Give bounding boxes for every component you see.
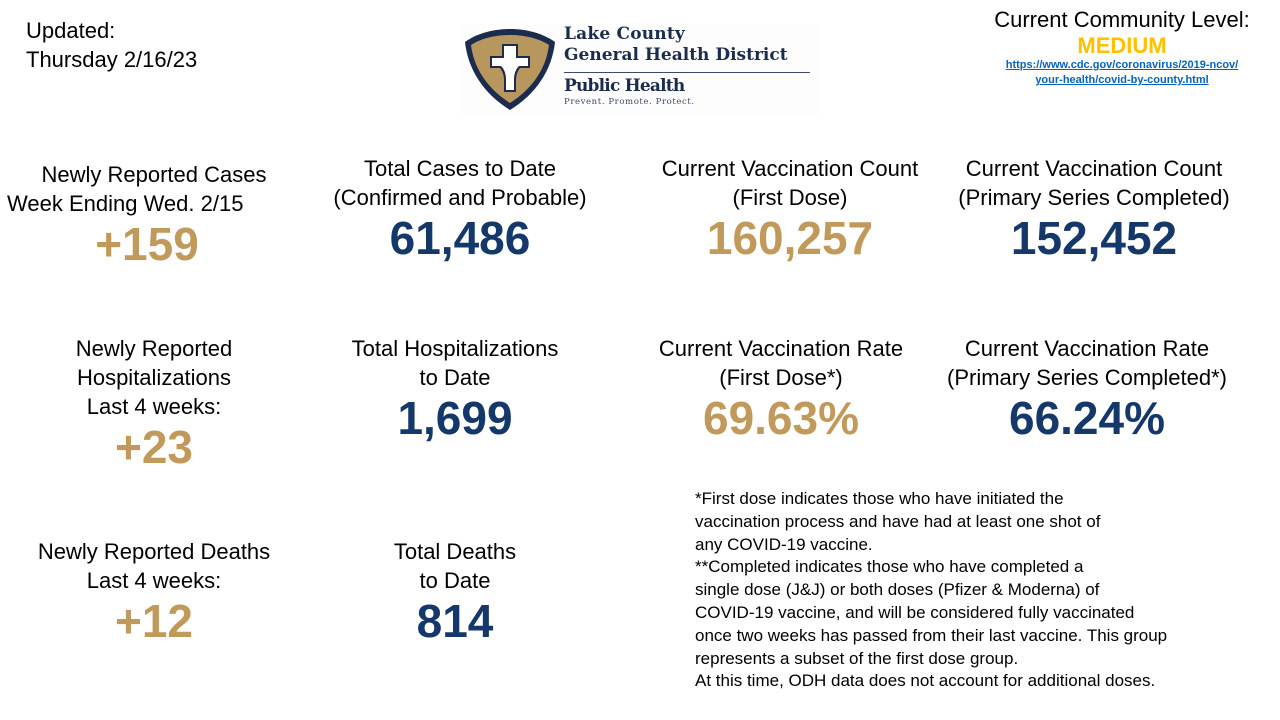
- cdc-link-line-1[interactable]: https://www.cdc.gov/coronavirus/2019-nco…: [1005, 59, 1239, 71]
- stat-label: (Confirmed and Probable): [333, 185, 587, 210]
- footnote-line: vaccination process and have had at leas…: [695, 511, 1101, 531]
- logo-line-3: Public Health: [564, 76, 685, 96]
- stat-vacc-rate-first: Current Vaccination Rate (First Dose*) 6…: [631, 334, 931, 444]
- stat-label: (Primary Series Completed*): [947, 365, 1227, 390]
- stat-label: to Date: [419, 365, 491, 390]
- footnote-line: COVID-19 vaccine, and will be considered…: [695, 602, 1135, 622]
- footnote-line: At this time, ODH data does not account …: [695, 671, 1156, 691]
- stat-value: 69.63%: [702, 392, 859, 444]
- stat-value: +159: [95, 218, 199, 270]
- stat-label: Hospitalizations: [76, 365, 232, 390]
- stat-vacc-count-primary: Current Vaccination Count (Primary Serie…: [944, 154, 1244, 264]
- stat-label: Last 4 weeks:: [86, 568, 222, 593]
- stat-label: Newly Reported Cases: [41, 162, 267, 187]
- stat-label: Total Deaths: [393, 539, 517, 564]
- stat-value: 152,452: [1010, 212, 1178, 264]
- stat-new-cases: Newly Reported Cases Week Ending Wed. 2/…: [0, 160, 300, 270]
- stat-label: Current Vaccination Count: [965, 156, 1223, 181]
- stat-total-deaths: Total Deaths to Date 814: [305, 537, 605, 647]
- stat-value: 814: [416, 595, 494, 647]
- stat-label: (First Dose*): [719, 365, 843, 390]
- stat-value: +12: [114, 595, 194, 647]
- stat-vacc-rate-primary: Current Vaccination Rate (Primary Series…: [937, 334, 1237, 444]
- stat-label: Last 4 weeks:: [86, 394, 222, 419]
- stat-value: 61,486: [389, 212, 531, 264]
- health-district-logo: Lake County General Health District Publ…: [460, 24, 820, 114]
- stat-label: Newly Reported: [75, 336, 233, 361]
- logo-divider: [564, 72, 810, 73]
- stat-label: Current Vaccination Rate: [658, 336, 904, 361]
- community-level-value: MEDIUM: [1077, 33, 1167, 58]
- stat-label: Total Cases to Date: [364, 156, 556, 181]
- stat-total-cases: Total Cases to Date (Confirmed and Proba…: [310, 154, 610, 264]
- stat-value: 160,257: [706, 212, 874, 264]
- stat-label: Total Hospitalizations: [351, 336, 559, 361]
- cdc-link-line-2[interactable]: your-health/covid-by-county.html: [1035, 74, 1209, 86]
- stat-label: (First Dose): [732, 185, 848, 210]
- stat-value: 66.24%: [1008, 392, 1165, 444]
- footnote-line: **Completed indicates those who have com…: [695, 557, 1084, 577]
- stat-value: 1,699: [397, 392, 513, 444]
- stat-new-hospitalizations: Newly Reported Hospitalizations Last 4 w…: [4, 334, 304, 473]
- stat-new-deaths: Newly Reported Deaths Last 4 weeks: +12: [4, 537, 304, 647]
- cdc-link-cont[interactable]: your-health/covid-by-county.html: [972, 73, 1272, 88]
- stat-label: Current Vaccination Rate: [964, 336, 1210, 361]
- logo-tagline: Prevent. Promote. Protect.: [564, 97, 695, 107]
- footnotes: *First dose indicates those who have ini…: [695, 488, 1255, 693]
- logo-line-2: General Health District: [564, 45, 788, 65]
- footnote-line: once two weeks has passed from their las…: [695, 625, 1168, 645]
- stat-vacc-count-first: Current Vaccination Count (First Dose) 1…: [640, 154, 940, 264]
- stat-label: Newly Reported Deaths: [37, 539, 271, 564]
- cdc-link[interactable]: https://www.cdc.gov/coronavirus/2019-nco…: [972, 58, 1272, 73]
- shield-cross-icon: [465, 29, 555, 110]
- stat-label: Week Ending Wed. 2/15: [7, 191, 244, 216]
- footnote-line: represents a subset of the first dose gr…: [695, 648, 1019, 668]
- stat-label: to Date: [419, 568, 491, 593]
- community-level-label: Current Community Level:: [994, 7, 1250, 32]
- stat-value: +23: [114, 421, 194, 473]
- stat-total-hospitalizations: Total Hospitalizations to Date 1,699: [305, 334, 605, 444]
- footnote-line: any COVID-19 vaccine.: [695, 534, 873, 554]
- updated-label: Updated:: [26, 18, 116, 43]
- community-level-block: Current Community Level: MEDIUM https://…: [972, 6, 1272, 88]
- footnote-line: single dose (J&J) or both doses (Pfizer …: [695, 580, 1100, 600]
- stat-label: Current Vaccination Count: [661, 156, 919, 181]
- logo-line-1: Lake County: [564, 24, 686, 44]
- updated-date: Thursday 2/16/23: [26, 47, 198, 72]
- updated-block: Updated: Thursday 2/16/23: [26, 16, 197, 74]
- stat-label: (Primary Series Completed): [958, 185, 1230, 210]
- footnote-line: *First dose indicates those who have ini…: [695, 489, 1064, 508]
